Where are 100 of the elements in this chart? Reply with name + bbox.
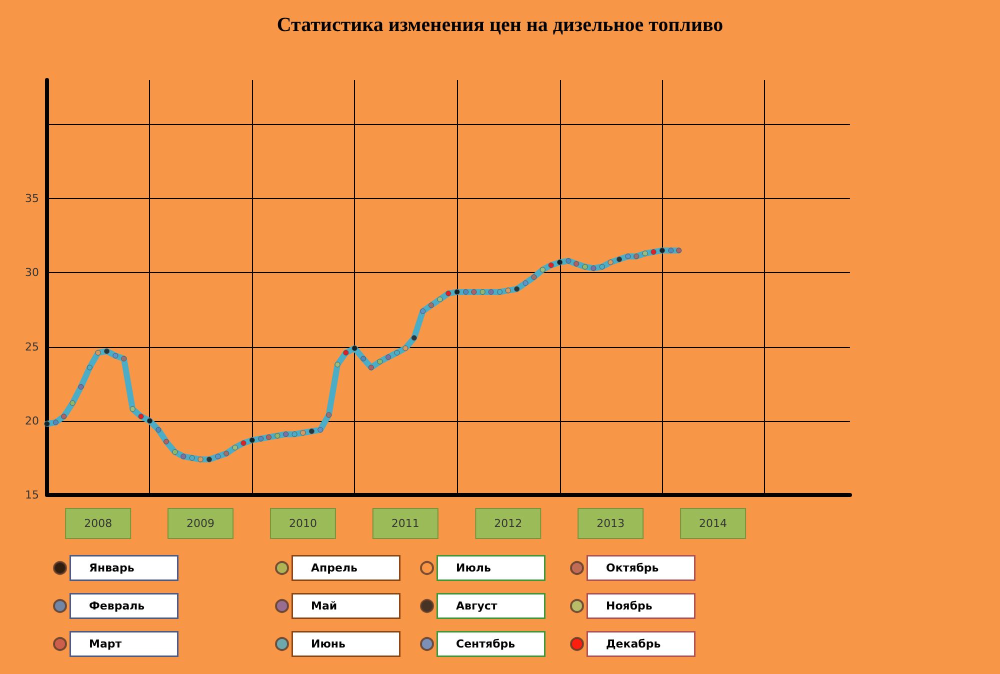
point (249, 437, 255, 443)
point (274, 432, 280, 438)
x-tick-label: 2008 (84, 517, 112, 530)
point (206, 456, 212, 462)
point (488, 289, 494, 295)
x-tick-label: 2013 (596, 517, 625, 530)
legend-label: Апрель (311, 562, 358, 574)
point (531, 274, 537, 280)
point (352, 346, 358, 352)
point (540, 266, 546, 272)
point (44, 421, 50, 427)
point (420, 308, 426, 314)
y-tick-label: 20 (25, 414, 39, 428)
point (411, 335, 417, 341)
point (146, 418, 152, 424)
point (258, 436, 264, 442)
x-tick-label: 2014 (699, 517, 728, 530)
point (318, 427, 324, 433)
legend-label: Май (311, 600, 338, 612)
y-tick-label: 30 (25, 266, 39, 280)
x-tick-label: 2011 (391, 517, 420, 530)
point (590, 265, 596, 271)
point (334, 362, 340, 368)
point (394, 350, 400, 356)
point (360, 356, 366, 362)
legend-label: Июнь (311, 638, 346, 650)
point (240, 440, 246, 446)
point (78, 384, 84, 390)
x-tick-label: 2010 (288, 517, 317, 530)
point (292, 431, 298, 437)
point (548, 262, 554, 268)
point (368, 364, 374, 370)
y-tick-label: 25 (25, 340, 39, 354)
point (428, 302, 434, 308)
point (625, 254, 631, 260)
point (138, 414, 144, 420)
point (634, 254, 640, 260)
legend-label: Июль (456, 562, 491, 574)
point (582, 264, 588, 270)
point (283, 431, 289, 437)
point (480, 289, 486, 295)
point (446, 290, 452, 296)
point (180, 454, 186, 460)
point (198, 456, 204, 462)
point (496, 289, 502, 295)
point (566, 258, 572, 264)
point (156, 427, 162, 433)
point (522, 280, 528, 286)
point (232, 444, 238, 450)
point (616, 256, 622, 262)
point (224, 450, 230, 456)
point (164, 438, 170, 444)
point (574, 261, 580, 267)
point (215, 454, 221, 460)
legend-label: Январь (89, 562, 134, 574)
x-tick-label: 2009 (186, 517, 215, 530)
point (437, 296, 443, 302)
point (463, 289, 469, 295)
y-tick-label: 15 (25, 488, 39, 502)
point (343, 350, 349, 356)
point (70, 400, 76, 406)
point (326, 412, 332, 418)
point (52, 420, 58, 426)
point (377, 358, 383, 364)
chart-title: Статистика изменения цен на дизельное топливо (276, 14, 724, 36)
point (659, 248, 665, 254)
point (386, 354, 392, 360)
point (300, 430, 306, 436)
point (599, 264, 605, 270)
point (172, 449, 178, 455)
point (668, 248, 674, 254)
y-tick-label: 35 (25, 192, 39, 206)
legend-label: Март (89, 638, 122, 650)
point (608, 260, 614, 266)
point (471, 289, 477, 295)
point (112, 352, 118, 358)
point (189, 455, 195, 461)
point (266, 434, 272, 440)
point (514, 286, 520, 292)
legend-label: Сентябрь (456, 638, 516, 650)
legend-label: Февраль (89, 600, 145, 612)
point (308, 428, 314, 434)
point (650, 249, 656, 255)
point (86, 364, 92, 370)
point (104, 348, 110, 354)
point (121, 356, 127, 362)
point (402, 346, 408, 352)
point (505, 288, 511, 294)
legend-label: Октябрь (606, 562, 659, 574)
point (642, 250, 648, 256)
x-tick-label: 2012 (494, 517, 522, 530)
legend-label: Декабрь (606, 638, 661, 650)
point (61, 414, 67, 420)
legend-label: Ноябрь (606, 600, 652, 612)
point (130, 406, 136, 412)
point (557, 260, 563, 266)
legend-label: Август (456, 600, 498, 612)
point (454, 289, 460, 295)
point (676, 248, 682, 254)
point (95, 350, 101, 356)
